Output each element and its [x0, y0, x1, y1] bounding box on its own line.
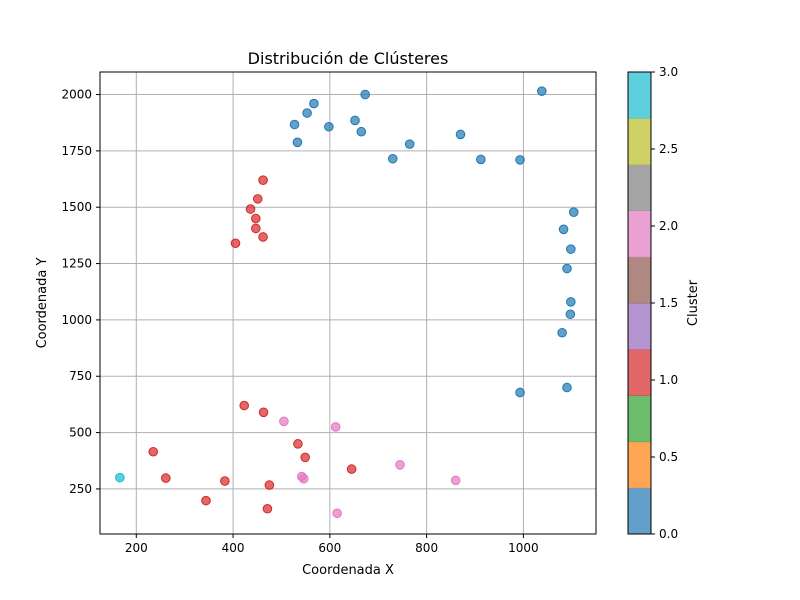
data-point-cluster-0 [558, 224, 569, 235]
data-point-cluster-0 [350, 115, 360, 126]
data-point-cluster-1 [262, 503, 273, 514]
data-point-cluster-0 [515, 155, 525, 165]
y-tick-label: 2000 [61, 88, 92, 102]
y-tick-label: 1000 [61, 313, 92, 327]
data-points [115, 86, 579, 519]
data-point-cluster-0 [324, 121, 334, 132]
data-point-cluster-3 [115, 472, 125, 483]
data-point-cluster-2 [330, 422, 341, 432]
colorbar-segment [628, 164, 651, 212]
data-point-cluster-1 [293, 439, 303, 449]
colorbar-tick-label: 3.0 [659, 65, 678, 79]
y-tick-label: 500 [69, 426, 92, 440]
data-point-cluster-0 [455, 129, 466, 140]
data-point-cluster-0 [387, 153, 398, 164]
grid-lines [100, 72, 596, 534]
data-point-cluster-0 [565, 309, 576, 320]
colorbar-segment [628, 210, 651, 258]
data-point-cluster-1 [252, 194, 263, 204]
colorbar-tick-label: 0.0 [659, 527, 678, 541]
x-tick-label: 200 [125, 541, 148, 555]
data-point-cluster-0 [562, 382, 572, 393]
plot-frame [99, 71, 597, 535]
data-point-cluster-1 [161, 473, 171, 483]
data-point-cluster-1 [251, 223, 261, 234]
colorbar-segment [628, 395, 651, 443]
y-axis-ticks: 250 500 750 1000 1250 1500 1750 2000 [61, 88, 100, 496]
x-tick-label: 800 [415, 541, 438, 555]
data-point-cluster-0 [566, 297, 576, 307]
data-point-cluster-1 [251, 213, 261, 224]
data-point-cluster-2 [298, 473, 309, 484]
data-point-cluster-0 [360, 89, 370, 100]
data-point-cluster-0 [404, 139, 415, 149]
data-point-cluster-0 [289, 119, 300, 130]
y-axis-label: Coordenada Y [35, 258, 50, 349]
colorbar-segment [628, 118, 651, 165]
data-point-cluster-0 [562, 263, 572, 274]
data-point-cluster-0 [515, 387, 525, 398]
data-point-cluster-0 [309, 98, 319, 109]
chart-title: Distribución de Clústeres [248, 49, 449, 68]
data-point-cluster-0 [356, 126, 367, 137]
x-axis-label: Coordenada X [302, 563, 394, 578]
colorbar-tick-label: 1.0 [659, 373, 678, 387]
data-point-cluster-1 [258, 175, 268, 185]
colorbar-label: Cluster [686, 279, 701, 326]
data-point-cluster-2 [279, 416, 289, 427]
data-point-cluster-0 [537, 86, 547, 96]
data-point-cluster-0 [557, 327, 567, 338]
data-point-cluster-0 [566, 244, 576, 254]
data-point-cluster-0 [292, 137, 303, 148]
data-point-cluster-1 [148, 446, 159, 457]
y-tick-label: 750 [69, 369, 92, 383]
x-tick-label: 1000 [508, 541, 539, 555]
colorbar-segment [628, 441, 651, 489]
y-tick-label: 1750 [61, 144, 92, 158]
colorbar-segment [628, 72, 651, 119]
x-tick-label: 600 [318, 541, 341, 555]
data-point-cluster-0 [302, 108, 312, 118]
x-tick-label: 400 [222, 541, 245, 555]
data-point-cluster-0 [476, 154, 486, 165]
data-point-cluster-1 [346, 464, 357, 474]
colorbar-segment [628, 487, 651, 535]
data-point-cluster-1 [264, 480, 275, 490]
data-point-cluster-1 [230, 238, 241, 249]
data-point-cluster-2 [332, 508, 342, 519]
colorbar-tick-label: 2.0 [659, 219, 678, 233]
data-point-cluster-1 [245, 204, 256, 214]
data-point-cluster-1 [239, 400, 250, 411]
y-tick-label: 250 [69, 482, 92, 496]
colorbar-segment [628, 349, 651, 396]
x-axis-ticks: 200 400 600 800 1000 [125, 534, 539, 555]
data-point-cluster-1 [201, 495, 211, 506]
colorbar-segment [628, 303, 651, 350]
y-tick-label: 1500 [61, 200, 92, 214]
data-point-cluster-1 [300, 452, 310, 463]
data-point-cluster-1 [258, 407, 269, 418]
data-point-cluster-1 [220, 476, 230, 486]
colorbar: 0.0 0.5 1.0 1.5 2.0 2.5 3.0 [627, 65, 678, 541]
colorbar-tick-label: 0.5 [659, 450, 678, 464]
colorbar-segment [628, 256, 651, 304]
y-tick-label: 1250 [61, 257, 92, 271]
data-point-cluster-0 [568, 207, 579, 217]
data-point-cluster-1 [258, 232, 268, 242]
colorbar-tick-label: 1.5 [659, 296, 678, 310]
data-point-cluster-2 [450, 475, 461, 486]
colorbar-tick-label: 2.5 [659, 142, 678, 156]
data-point-cluster-2 [395, 460, 405, 470]
